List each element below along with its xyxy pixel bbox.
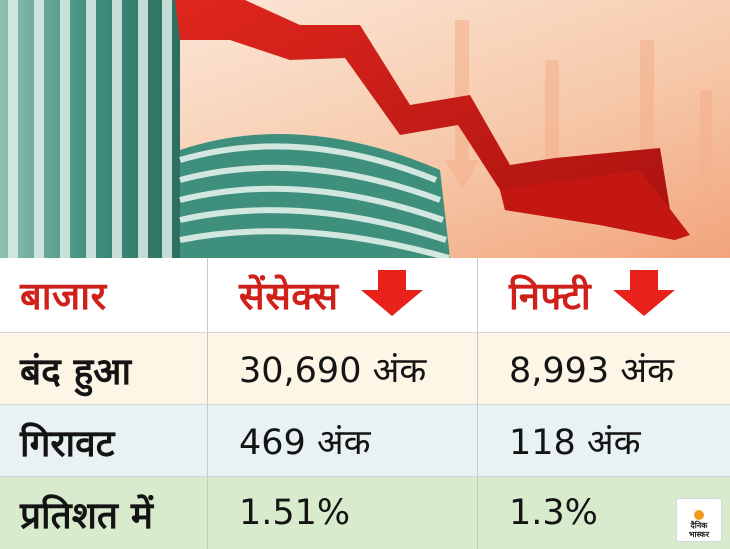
divider <box>477 333 478 405</box>
header-sensex: सेंसेक्स <box>239 274 339 318</box>
down-arrow-icon <box>360 270 423 320</box>
divider <box>207 333 208 405</box>
divider <box>207 477 208 549</box>
header-market: बाजार <box>20 274 107 318</box>
down-arrow-icon <box>613 270 676 320</box>
row-label: बंद हुआ <box>20 349 132 393</box>
header-nifty: निफ्टी <box>509 274 592 318</box>
dainik-bhaskar-logo: दैनिक भास्कर <box>676 498 722 542</box>
sensex-value: 469 अंक <box>239 422 371 463</box>
sensex-value: 30,690 अंक <box>239 350 427 391</box>
table-header-row: बाजार सेंसेक्स निफ्टी <box>0 258 730 332</box>
falling-arrow-icon <box>175 0 690 240</box>
nifty-value: 118 अंक <box>509 422 641 463</box>
table-row-fall: गिरावट 469 अंक 118 अंक <box>0 404 730 477</box>
divider <box>207 405 208 477</box>
hero-illustration <box>0 0 730 258</box>
divider <box>477 477 478 549</box>
table-row-closing: बंद हुआ 30,690 अंक 8,993 अंक <box>0 332 730 405</box>
stock-exchange-building-illustration <box>0 0 450 258</box>
nifty-value: 8,993 अंक <box>509 350 674 391</box>
divider <box>477 405 478 477</box>
sensex-value: 1.51% <box>239 493 351 533</box>
sun-dot-icon <box>694 510 704 520</box>
nifty-value: 1.3% <box>509 493 598 533</box>
logo-line2: भास्कर <box>688 530 710 539</box>
divider <box>477 258 478 332</box>
logo-line1: दैनिक <box>690 521 708 530</box>
row-label: गिरावट <box>20 421 115 465</box>
divider <box>207 258 208 332</box>
row-label: प्रतिशत में <box>20 493 153 537</box>
market-summary-table: बाजार सेंसेक्स निफ्टी बंद हुआ 30,690 अंक… <box>0 258 730 549</box>
table-row-percent: प्रतिशत में 1.51% 1.3% <box>0 476 730 549</box>
